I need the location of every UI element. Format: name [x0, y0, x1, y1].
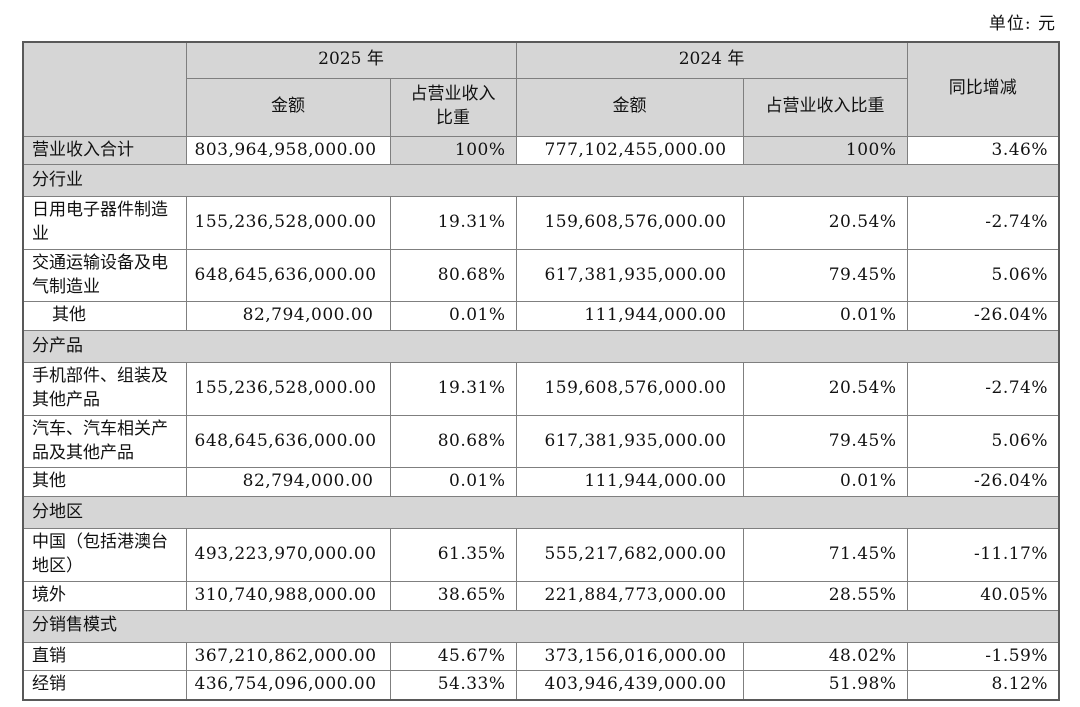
table-row: 境外 310,740,988,000.00 38.65% 221,884,773,00…: [22, 580, 1060, 611]
proportion-2025: 0.01%: [389, 467, 517, 498]
amount-2024: 617,381,935,000.00: [515, 414, 744, 469]
proportion-2024: 0.01%: [742, 301, 908, 332]
amount-2025: 493,223,970,000.00: [185, 528, 391, 582]
amount-2025: 155,236,528,000.00: [185, 196, 391, 250]
amount-2025: 82,794,000.00: [185, 467, 391, 498]
year-2024-header: 2024 年: [515, 41, 908, 79]
row-label: 汽车、汽车相关产品及其他产品: [22, 414, 187, 469]
header-row-metrics: 金额 占营业收入比重 金额 占营业收入比重: [23, 77, 1059, 137]
section-label: 分销售模式: [22, 609, 1060, 643]
section-row: 分地区: [22, 496, 1060, 530]
proportion-2025: 61.35%: [389, 528, 517, 582]
amount-2024: 159,608,576,000.00: [515, 362, 744, 416]
yoy-change: -26.04%: [906, 301, 1060, 332]
proportion-2024: 100%: [742, 135, 908, 166]
yoy-change: 3.46%: [906, 135, 1060, 166]
row-label: 交通运输设备及电气制造业: [22, 248, 187, 303]
proportion-2025: 80.68%: [389, 414, 517, 469]
yoy-change: -2.74%: [906, 362, 1060, 416]
table-row: 其他 82,794,000.00 0.01% 111,944,000.00 0.01% -…: [22, 301, 1060, 332]
header-row-years: 2025 年 2024 年 同比增减: [22, 41, 1060, 137]
amount-2025: 82,794,000.00: [185, 301, 391, 332]
amount-2025: 310,740,988,000.00: [185, 580, 391, 611]
table-row: 直销 367,210,862,000.00 45.67% 373,156,016,00…: [22, 641, 1060, 672]
amount-2024: 617,381,935,000.00: [515, 248, 744, 303]
row-label: 其他: [22, 467, 187, 498]
table-row: 其他 82,794,000.00 0.01% 111,944,000.00 0.01% -…: [22, 467, 1060, 498]
amount-2025: 803,964,958,000.00: [185, 135, 391, 166]
yoy-change: -11.17%: [906, 528, 1060, 582]
section-row: 分销售模式: [22, 609, 1060, 643]
table-row: 手机部件、组装及其他产品 155,236,528,000.00 19.31% 159,…: [22, 362, 1060, 416]
yoy-change: 40.05%: [906, 580, 1060, 611]
proportion-2024: 51.98%: [742, 670, 908, 701]
proportion-2024: 0.01%: [742, 467, 908, 498]
row-label: 手机部件、组装及其他产品: [22, 362, 187, 416]
row-label: 直销: [22, 641, 187, 672]
row-label: 境外: [22, 580, 187, 611]
section-row: 分产品: [22, 330, 1060, 364]
proportion-2025: 19.31%: [389, 362, 517, 416]
proportion-2025: 45.67%: [389, 641, 517, 672]
proportion-2024: 20.54%: [742, 362, 908, 416]
table-row: 日用电子器件制造业 155,236,528,000.00 19.31% 159,608…: [22, 196, 1060, 250]
table-body: 营业收入合计 803,964,958,000.00 100% 777,102,455,…: [22, 135, 1060, 701]
amount-2024: 403,946,439,000.00: [515, 670, 744, 701]
row-label: 中国（包括港澳台地区）: [22, 528, 187, 582]
amount-2025: 648,645,636,000.00: [185, 248, 391, 303]
row-label: 日用电子器件制造业: [22, 196, 187, 250]
revenue-breakdown-table: 2025 年 2024 年 同比增减 金额 占营业收入比重 金额 占营业收入比重…: [22, 41, 1061, 702]
yoy-header: 同比增减: [906, 41, 1060, 137]
amount-2024: 111,944,000.00: [515, 301, 744, 332]
proportion-2025: 19.31%: [389, 196, 517, 250]
amount-2025: 436,754,096,000.00: [185, 670, 391, 701]
unit-label: 单位: 元: [988, 14, 1056, 34]
amount-2025: 648,645,636,000.00: [185, 414, 391, 469]
amount-2024: 777,102,455,000.00: [515, 135, 744, 166]
yoy-change: -2.74%: [906, 196, 1060, 250]
proportion-2025: 0.01%: [389, 301, 517, 332]
proportion-2024: 79.45%: [742, 248, 908, 303]
amount-2024: 373,156,016,000.00: [515, 641, 744, 672]
section-label: 分产品: [22, 330, 1060, 364]
amount-2024: 159,608,576,000.00: [515, 196, 744, 250]
row-label: 营业收入合计: [22, 135, 187, 166]
amount-2024: 555,217,682,000.00: [515, 528, 744, 582]
yoy-change: -1.59%: [906, 641, 1060, 672]
proportion-2025: 54.33%: [389, 670, 517, 701]
yoy-change: 8.12%: [906, 670, 1060, 701]
section-label: 分地区: [22, 496, 1060, 530]
row-label: 其他: [22, 301, 187, 332]
proportion-2025: 80.68%: [389, 248, 517, 303]
table-row: 汽车、汽车相关产品及其他产品 648,645,636,000.00 80.68% 61…: [22, 414, 1060, 469]
table-row: 营业收入合计 803,964,958,000.00 100% 777,102,455,…: [22, 135, 1060, 166]
row-label: 经销: [22, 670, 187, 701]
proportion-2025-header: 占营业收入比重: [389, 77, 517, 137]
proportion-2025: 100%: [389, 135, 517, 166]
amount-2025: 155,236,528,000.00: [185, 362, 391, 416]
yoy-change: 5.06%: [906, 414, 1060, 469]
yoy-change: -26.04%: [906, 467, 1060, 498]
section-label: 分行业: [22, 164, 1060, 198]
amount-2024-header: 金额: [515, 77, 744, 137]
proportion-2025-header-text: 占营业收入比重: [410, 84, 496, 128]
table-row: 中国（包括港澳台地区） 493,223,970,000.00 61.35% 555,2…: [22, 528, 1060, 582]
corner-blank-cell: [22, 41, 187, 137]
amount-2025-header: 金额: [185, 77, 391, 137]
amount-2024: 221,884,773,000.00: [515, 580, 744, 611]
amount-2024: 111,944,000.00: [515, 467, 744, 498]
proportion-2024: 71.45%: [742, 528, 908, 582]
year-2025-header: 2025 年: [185, 41, 517, 79]
table-row: 经销 436,754,096,000.00 54.33% 403,946,439,00…: [22, 670, 1060, 701]
proportion-2024: 79.45%: [742, 414, 908, 469]
proportion-2024: 20.54%: [742, 196, 908, 250]
section-row: 分行业: [22, 164, 1060, 198]
proportion-2024: 28.55%: [742, 580, 908, 611]
table-row: 交通运输设备及电气制造业 648,645,636,000.00 80.68% 617,…: [22, 248, 1060, 303]
yoy-change: 5.06%: [906, 248, 1060, 303]
proportion-2025: 38.65%: [389, 580, 517, 611]
proportion-2024: 48.02%: [742, 641, 908, 672]
proportion-2024-header: 占营业收入比重: [742, 77, 908, 137]
amount-2025: 367,210,862,000.00: [185, 641, 391, 672]
